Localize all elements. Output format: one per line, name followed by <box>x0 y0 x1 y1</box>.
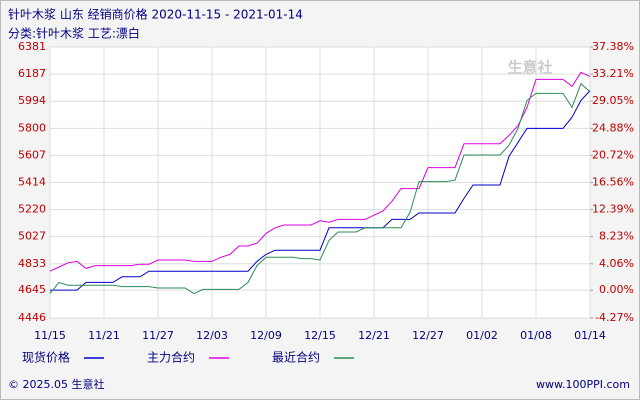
y2-tick-label: -4.27% <box>595 311 634 324</box>
x-tick-label: 12/09 <box>250 329 282 342</box>
x-tick-label: 01/02 <box>466 329 498 342</box>
y-tick-label: 5994 <box>18 94 46 107</box>
series-line <box>50 90 591 291</box>
y2-tick-label: 29.05% <box>592 94 634 107</box>
x-tick-label: 12/03 <box>196 329 228 342</box>
x-tick-label: 12/15 <box>304 329 336 342</box>
x-tick-label: 12/27 <box>412 329 444 342</box>
y-tick-label: 5220 <box>18 203 46 216</box>
chart-subtitle: 分类:针叶木浆 工艺:漂白 <box>8 26 140 41</box>
y2-tick-label: 20.72% <box>592 148 634 161</box>
legend-label: 主力合约 <box>147 350 195 365</box>
y-tick-label: 5607 <box>18 148 46 161</box>
y2-tick-label: 12.39% <box>592 203 634 216</box>
y-tick-label: 4446 <box>18 311 46 324</box>
series-line <box>49 71 591 272</box>
footer-right: www.100PPI.com <box>536 378 630 391</box>
x-tick-label: 01/08 <box>520 329 552 342</box>
y2-tick-label: 4.06% <box>599 257 634 270</box>
series-line <box>49 82 591 295</box>
y2-tick-label: 37.38% <box>592 40 634 53</box>
chart-title: 针叶木浆 山东 经销商价格 2020-11-15 - 2021-01-14 <box>8 7 303 22</box>
y2-tick-label: 16.56% <box>592 175 634 188</box>
y-tick-label: 5800 <box>18 121 46 134</box>
x-tick-label: 11/21 <box>88 329 120 342</box>
y2-tick-label: 8.23% <box>599 230 634 243</box>
y2-tick-label: 0.00% <box>599 283 634 296</box>
x-tick-label: 11/27 <box>142 329 174 342</box>
y-tick-label: 4833 <box>18 257 46 270</box>
y2-tick-label: 24.88% <box>592 121 634 134</box>
watermark: 生意社 <box>507 59 552 77</box>
y-tick-label: 6381 <box>18 40 46 53</box>
x-tick-label: 11/15 <box>34 329 66 342</box>
legend-label: 最近合约 <box>272 350 320 365</box>
footer-left: © 2025.05 生意社 <box>8 377 104 391</box>
y-tick-label: 4645 <box>18 283 46 296</box>
legend-label: 现货价格 <box>22 350 70 365</box>
y-tick-label: 5027 <box>18 230 46 243</box>
y-tick-label: 5414 <box>18 175 46 188</box>
x-tick-label: 12/21 <box>358 329 390 342</box>
y-tick-label: 6187 <box>18 67 46 80</box>
y2-tick-label: 33.21% <box>592 67 634 80</box>
x-tick-label: 01/14 <box>574 329 606 342</box>
